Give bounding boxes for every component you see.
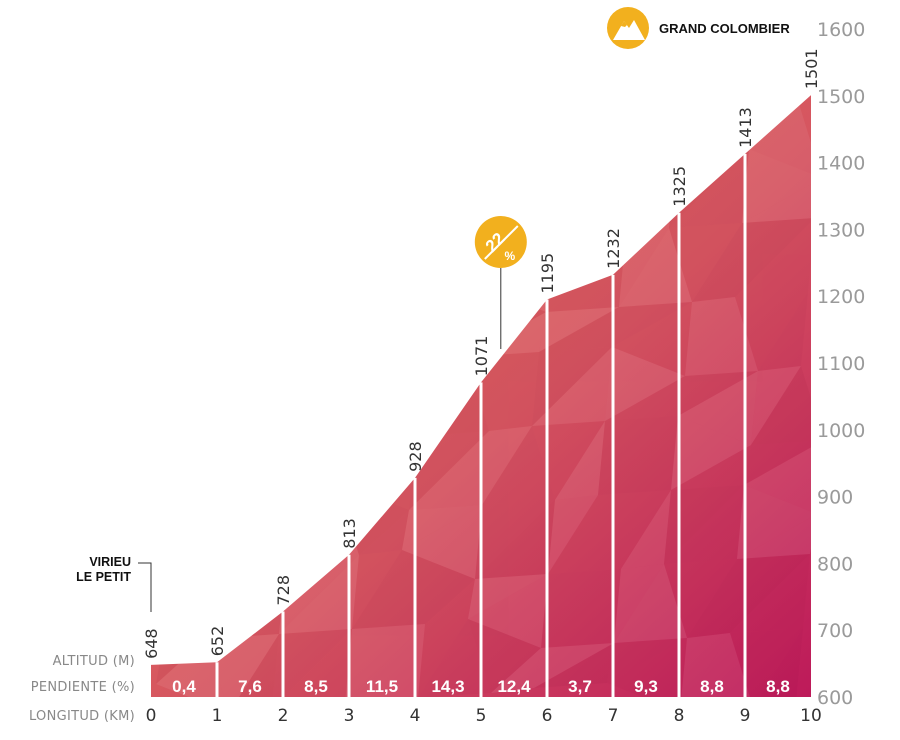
x-tick-label: 5 bbox=[476, 706, 487, 726]
x-tick-label: 7 bbox=[608, 706, 619, 726]
row-label-distance: LONGITUD (KM) bbox=[29, 709, 135, 724]
x-tick-label: 4 bbox=[410, 706, 421, 726]
row-label-gradient: PENDIENTE (%) bbox=[31, 680, 135, 695]
gradient-label: 0,4 bbox=[172, 677, 196, 696]
altitude-label: 652 bbox=[208, 626, 227, 657]
altitude-labels: 648 652 728 813 928 1071 1195 1232 1325 1413 1501 bbox=[142, 48, 821, 659]
gradient-label: 8,8 bbox=[766, 677, 790, 696]
y-tick-label: 1100 bbox=[817, 353, 865, 375]
altitude-label: 1071 bbox=[472, 336, 491, 377]
gradient-labels: 0,4 7,6 8,5 11,5 14,3 12,4 3,7 9,3 8,8 8,8 bbox=[172, 677, 790, 696]
y-tick-label: 1400 bbox=[817, 153, 865, 175]
altitude-label: 1232 bbox=[604, 228, 623, 269]
altitude-label: 1413 bbox=[736, 107, 755, 148]
altitude-label: 813 bbox=[340, 518, 359, 549]
x-tick-label: 1 bbox=[212, 706, 223, 726]
gradient-label: 14,3 bbox=[431, 677, 464, 696]
start-label-leader bbox=[138, 562, 152, 612]
y-tick-label: 600 bbox=[817, 687, 853, 709]
y-tick-label: 900 bbox=[817, 487, 853, 509]
y-tick-label: 1200 bbox=[817, 286, 865, 308]
gradient-label: 11,5 bbox=[366, 677, 398, 696]
gradient-label: 9,3 bbox=[634, 677, 658, 696]
altitude-label: 648 bbox=[142, 628, 161, 659]
x-tick-label: 2 bbox=[278, 706, 289, 726]
x-tick-label: 6 bbox=[542, 706, 553, 726]
gradient-label: 7,6 bbox=[238, 677, 262, 696]
y-tick-label: 1000 bbox=[817, 420, 865, 442]
y-axis-ticks: 600 700 800 900 1000 1100 1200 1300 1400 1500 1600 bbox=[817, 19, 865, 709]
altitude-label: 928 bbox=[406, 441, 425, 472]
km-dividers bbox=[215, 153, 747, 697]
altitude-label: 728 bbox=[274, 575, 293, 606]
y-tick-label: 1600 bbox=[817, 19, 865, 41]
y-tick-label: 700 bbox=[817, 620, 853, 642]
y-tick-label: 800 bbox=[817, 553, 853, 575]
gradient-label: 12,4 bbox=[497, 677, 531, 696]
start-label-line1: VIRIEU bbox=[89, 555, 131, 569]
x-tick-label: 3 bbox=[344, 706, 355, 726]
altitude-label: 1195 bbox=[538, 253, 557, 294]
x-tick-label: 0 bbox=[146, 706, 157, 726]
gradient-label: 3,7 bbox=[568, 677, 592, 696]
gradient-label: 8,8 bbox=[700, 677, 724, 696]
x-tick-label: 10 bbox=[800, 706, 822, 726]
summit-label: GRAND COLOMBIER bbox=[659, 21, 790, 36]
max-gradient-badge: 22 % bbox=[474, 216, 527, 349]
x-tick-label: 9 bbox=[740, 706, 751, 726]
y-tick-label: 1300 bbox=[817, 219, 865, 241]
gradient-label: 8,5 bbox=[304, 677, 328, 696]
summit-marker: GRAND COLOMBIER bbox=[607, 7, 790, 49]
altitude-label: 1325 bbox=[670, 166, 689, 207]
x-axis-ticks: 0 1 2 3 4 5 6 7 8 9 10 bbox=[146, 706, 822, 726]
row-label-altitude: ALTITUD (M) bbox=[53, 654, 135, 669]
mountain-icon-peaks bbox=[613, 20, 645, 40]
altitude-label: 1501 bbox=[802, 48, 821, 89]
start-label-line2: LE PETIT bbox=[76, 570, 131, 584]
x-tick-label: 8 bbox=[674, 706, 685, 726]
gradient-badge-unit: % bbox=[504, 249, 515, 263]
y-tick-label: 1500 bbox=[817, 86, 865, 108]
